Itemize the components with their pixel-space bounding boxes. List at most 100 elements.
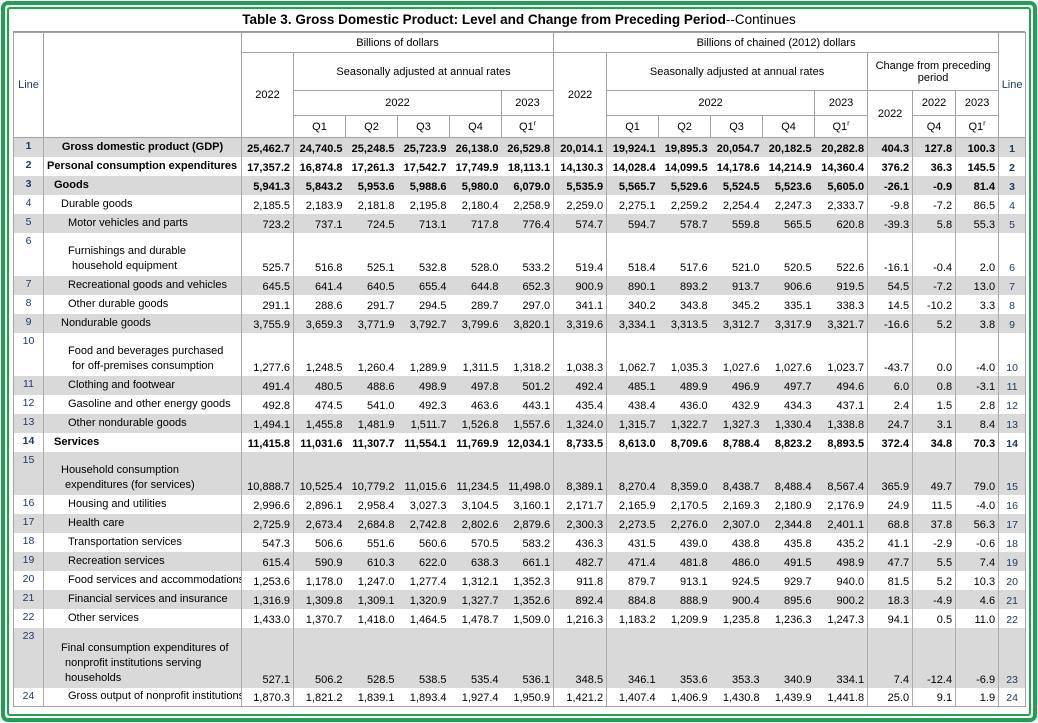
cell-value: 919.5 bbox=[836, 280, 865, 293]
quarter-header-dollars-q1r: Q1r bbox=[500, 115, 555, 138]
cell-value: 353.3 bbox=[732, 673, 760, 686]
cell-value: 5.2 bbox=[912, 313, 956, 333]
cell-value: 8,359.0 bbox=[670, 480, 708, 493]
cell-value: 431.5 bbox=[606, 532, 659, 552]
cell-value: 8,733.5 bbox=[553, 432, 607, 452]
cell-value: 297.0 bbox=[522, 299, 551, 312]
table-row: 10 Food and beverages purchased for off-pr… bbox=[13, 332, 1026, 376]
cell-value: 3,792.7 bbox=[409, 318, 447, 331]
cell-value: 645.5 bbox=[241, 275, 294, 295]
cell-value: 81.4 bbox=[955, 175, 999, 195]
cell-value: 8,823.2 bbox=[774, 437, 812, 450]
cell-value: 486.0 bbox=[732, 556, 760, 569]
line-number-right: 21 bbox=[998, 589, 1026, 609]
cell-value: 5.2 bbox=[912, 570, 956, 590]
cell-value: -43.7 bbox=[867, 332, 913, 376]
cell-value: 497.7 bbox=[784, 380, 812, 393]
cell-value: 2,344.8 bbox=[774, 518, 812, 531]
table-title-main: Table 3. Gross Domestic Product: Level a… bbox=[242, 12, 726, 27]
cell-value: 1,511.7 bbox=[410, 418, 447, 431]
cell-value: 24,740.5 bbox=[293, 137, 346, 157]
cell-value: 1,216.3 bbox=[553, 608, 607, 628]
cell-value: 1,260.4 bbox=[357, 361, 395, 374]
row-label: Transportation services bbox=[43, 532, 242, 552]
cell-value: 94.1 bbox=[867, 608, 913, 628]
cell-value: 583.2 bbox=[522, 537, 551, 550]
cell-value: 517.6 bbox=[680, 261, 708, 274]
cell-value: 620.8 bbox=[836, 218, 865, 231]
table-row: 5 Motor vehicles and parts 723.2 737.1 724.5… bbox=[13, 213, 1026, 233]
cell-value: 2,195.8 bbox=[409, 199, 447, 212]
cell-value: 1,407.4 bbox=[606, 687, 659, 707]
cell-value: 1,478.7 bbox=[461, 613, 499, 626]
cell-value: 655.4 bbox=[418, 280, 447, 293]
cell-value: 578.7 bbox=[680, 218, 708, 231]
cell-value: 11,415.8 bbox=[241, 432, 294, 452]
line-number-left: 18 bbox=[13, 532, 44, 552]
cell-value: 1,430.8 bbox=[722, 692, 760, 704]
group-header-billions-of-chained-dollars: Billions of chained (2012) dollars bbox=[553, 32, 1000, 53]
line-number-right: 8 bbox=[998, 294, 1026, 314]
cell-value: 8.4 bbox=[955, 413, 999, 433]
cell-value: 494.6 bbox=[836, 380, 865, 393]
cell-value: 2.4 bbox=[867, 394, 913, 414]
line-number-right: 7 bbox=[998, 275, 1026, 295]
cell-value: 54.5 bbox=[867, 275, 913, 295]
cell-value: -2.9 bbox=[912, 532, 956, 552]
cell-value: 37.8 bbox=[912, 513, 956, 533]
cell-value: 8,488.4 bbox=[774, 480, 812, 493]
cell-value: 535.4 bbox=[470, 673, 499, 686]
cell-value: 436.0 bbox=[680, 399, 708, 412]
row-label: Services bbox=[43, 432, 242, 452]
cell-value: 2,254.4 bbox=[722, 199, 760, 212]
cell-value: 6.0 bbox=[867, 375, 913, 395]
cell-value: 638.3 bbox=[470, 556, 499, 569]
cell-value: 1,481.9 bbox=[357, 418, 395, 431]
cell-value: -4.9 bbox=[912, 589, 956, 609]
cell-value: 501.2 bbox=[522, 380, 551, 393]
table-title-continues: --Continues bbox=[725, 12, 796, 27]
line-number-left: 4 bbox=[13, 194, 44, 214]
cell-value: 1,311.5 bbox=[462, 361, 499, 374]
cell-value: 68.8 bbox=[867, 513, 913, 533]
cell-value: 14,214.9 bbox=[768, 161, 812, 174]
cell-value: 471.4 bbox=[606, 551, 659, 571]
table-row: 23 Final consumption expenditures of nonpr… bbox=[13, 627, 1026, 688]
cell-value: 615.4 bbox=[241, 551, 294, 571]
cell-value: -4.0 bbox=[955, 494, 999, 514]
cell-value: 5,843.2 bbox=[293, 175, 346, 195]
cell-value: 341.1 bbox=[553, 294, 607, 314]
cell-value: 2,171.7 bbox=[553, 494, 607, 514]
cell-value: -3.1 bbox=[955, 375, 999, 395]
line-number-right: 5 bbox=[998, 213, 1026, 233]
cell-value: 559.8 bbox=[732, 218, 760, 231]
line-number-left: 2 bbox=[13, 156, 44, 176]
cell-value: 14,178.6 bbox=[716, 161, 760, 174]
row-label: Gross output of nonprofit institutions bbox=[43, 687, 242, 707]
cell-value: 376.2 bbox=[867, 156, 913, 176]
cell-value: 1,418.0 bbox=[357, 613, 395, 626]
cell-value: 1,338.8 bbox=[827, 418, 865, 431]
cell-value: 1,441.8 bbox=[827, 692, 865, 704]
row-label: Furnishings and durable household equipme… bbox=[43, 232, 242, 276]
cell-value: 776.4 bbox=[522, 218, 551, 231]
line-number-right: 17 bbox=[998, 513, 1026, 533]
cell-value: 2,879.6 bbox=[513, 518, 551, 531]
cell-value: 3,820.1 bbox=[513, 318, 551, 331]
cell-value: 3,312.7 bbox=[722, 318, 760, 331]
table-row: 12 Gasoline and other energy goods 492.8 47… bbox=[13, 394, 1026, 414]
cell-value: -0.9 bbox=[912, 175, 956, 195]
row-label: Food services and accommodations bbox=[43, 570, 242, 590]
cell-value: 436.3 bbox=[553, 532, 607, 552]
cell-value: 343.8 bbox=[680, 299, 708, 312]
row-label: Housing and utilities bbox=[43, 494, 242, 514]
quarter-header-chained-q4: Q4 bbox=[762, 115, 816, 138]
cell-value: 717.8 bbox=[470, 218, 499, 231]
cell-value: 3,334.1 bbox=[606, 313, 659, 333]
cell-value: 7.4 bbox=[955, 551, 999, 571]
cell-value: 900.2 bbox=[836, 594, 865, 607]
cell-value: 432.9 bbox=[732, 399, 760, 412]
cell-value: 1,494.1 bbox=[241, 413, 294, 433]
cell-value: 36.3 bbox=[912, 156, 956, 176]
